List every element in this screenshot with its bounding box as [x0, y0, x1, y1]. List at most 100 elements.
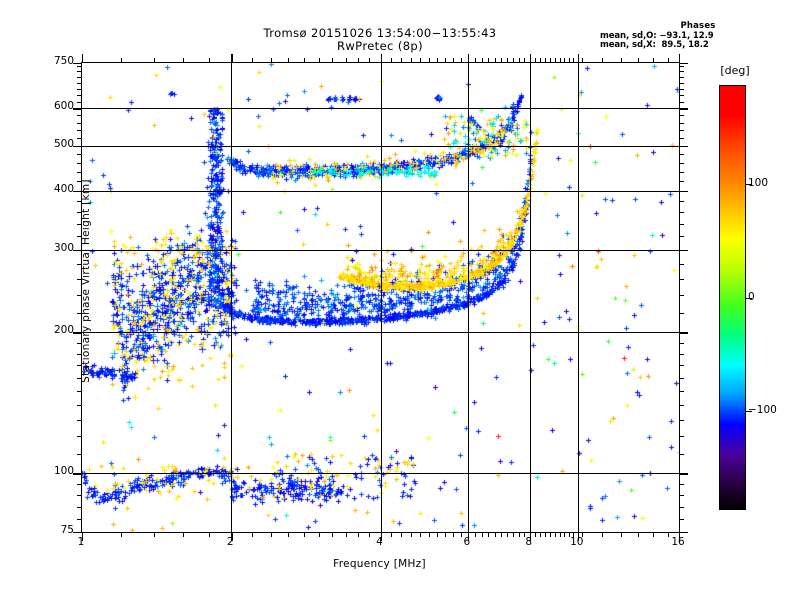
axis-tick — [679, 63, 688, 65]
axis-tick-minor — [573, 532, 575, 537]
axis-tick — [679, 332, 688, 334]
axis-tick-minor — [460, 532, 462, 537]
axis-tick-minor — [679, 353, 684, 355]
axis-tick-minor — [518, 532, 520, 537]
axis-tick-minor — [679, 71, 684, 73]
axis-tick-minor — [679, 153, 684, 155]
axis-tick-minor — [332, 532, 334, 537]
axis-tick-minor — [77, 404, 82, 406]
axis-tick — [380, 532, 382, 541]
axis-tick — [679, 532, 681, 541]
axis-tick-minor — [535, 58, 537, 63]
axis-tick-minor — [77, 419, 82, 421]
axis-tick-minor — [679, 201, 684, 203]
axis-tick-minor — [500, 58, 502, 63]
axis-tick-minor — [474, 58, 476, 63]
axis-tick-minor — [679, 77, 684, 79]
axis-tick — [73, 332, 82, 334]
axis-tick-minor — [620, 58, 622, 63]
axis-tick-minor — [77, 518, 82, 520]
phase-stats-block: Phases mean, sd,O: −93.1, 12.9 mean, sd,… — [600, 21, 796, 51]
grid-line-horizontal — [82, 249, 679, 251]
axis-tick-minor — [77, 236, 82, 238]
axis-tick-minor — [679, 115, 684, 117]
grid-line-vertical — [577, 63, 579, 532]
axis-tick — [679, 108, 688, 110]
axis-tick-minor — [452, 58, 454, 63]
axis-tick — [679, 54, 681, 63]
axis-tick-minor — [679, 224, 684, 226]
axis-tick-minor — [667, 532, 669, 537]
axis-tick-minor — [77, 137, 82, 139]
axis-tick-minor — [77, 494, 82, 496]
axis-tick-minor — [77, 115, 82, 117]
axis-tick — [82, 54, 84, 63]
axis-tick-minor — [183, 532, 185, 537]
axis-tick-minor — [559, 58, 561, 63]
axis-tick-minor — [555, 532, 557, 537]
axis-tick-minor — [679, 365, 684, 367]
axis-tick-minor — [287, 532, 289, 537]
axis-tick-minor — [540, 58, 542, 63]
x-tick-label: 1 — [77, 536, 85, 548]
axis-tick — [231, 532, 233, 541]
axis-tick-minor — [391, 532, 392, 537]
axis-tick-minor — [77, 365, 82, 367]
x-tick-label: 6 — [463, 536, 471, 548]
axis-tick-minor — [494, 58, 496, 63]
axis-tick — [679, 249, 688, 252]
axis-tick-minor — [77, 201, 82, 203]
grid-line-horizontal — [82, 191, 679, 193]
axis-tick-minor — [679, 181, 684, 183]
axis-tick-minor — [77, 122, 82, 124]
colorbar-tick-label: −100 — [748, 403, 777, 416]
axis-tick — [679, 532, 688, 534]
axis-tick-minor — [77, 483, 82, 485]
axis-tick-minor — [474, 532, 476, 537]
axis-tick — [73, 108, 82, 110]
axis-tick-minor — [77, 295, 82, 297]
axis-tick-minor — [679, 494, 684, 496]
grid-line-horizontal — [82, 473, 679, 475]
axis-tick — [529, 532, 532, 541]
axis-tick-minor — [345, 532, 347, 537]
colorbar-tick-mark — [746, 184, 752, 186]
axis-tick-minor — [500, 532, 502, 537]
axis-tick-minor — [679, 518, 684, 520]
y-axis-title: Stationary phase Virtual Height [km] — [80, 179, 92, 383]
axis-tick-minor — [410, 532, 412, 537]
axis-tick-minor — [679, 82, 684, 84]
axis-tick-minor — [573, 58, 575, 63]
axis-tick-minor — [545, 532, 547, 537]
axis-tick-minor — [77, 71, 82, 73]
axis-tick-minor — [602, 532, 604, 537]
axis-tick-minor — [679, 101, 684, 103]
axis-tick-minor — [436, 532, 438, 537]
axis-tick-minor — [667, 58, 669, 63]
axis-tick-minor — [637, 58, 639, 63]
axis-tick-minor — [77, 506, 82, 508]
axis-tick-minor — [653, 58, 655, 63]
axis-tick-minor — [391, 58, 392, 63]
axis-tick-minor — [679, 453, 684, 455]
axis-tick — [73, 145, 82, 147]
axis-tick-minor — [679, 95, 684, 97]
axis-tick-minor — [357, 58, 359, 63]
axis-tick-minor — [569, 532, 570, 537]
axis-tick-minor — [679, 506, 684, 508]
axis-tick-minor — [512, 58, 514, 63]
axis-tick-minor — [679, 137, 684, 139]
axis-tick-minor — [287, 58, 289, 63]
axis-tick-minor — [569, 58, 570, 63]
y-tick-label: 600 — [53, 100, 74, 113]
axis-tick-minor — [369, 58, 371, 63]
x-tick-label: 8 — [525, 536, 533, 548]
axis-tick-minor — [270, 532, 272, 537]
axis-tick-minor — [121, 58, 123, 63]
axis-tick-minor — [679, 404, 684, 406]
axis-tick-minor — [208, 532, 210, 537]
y-tick-label: 750 — [53, 55, 74, 67]
axis-tick-minor — [653, 532, 655, 537]
x-tick-label: 2 — [226, 536, 234, 548]
